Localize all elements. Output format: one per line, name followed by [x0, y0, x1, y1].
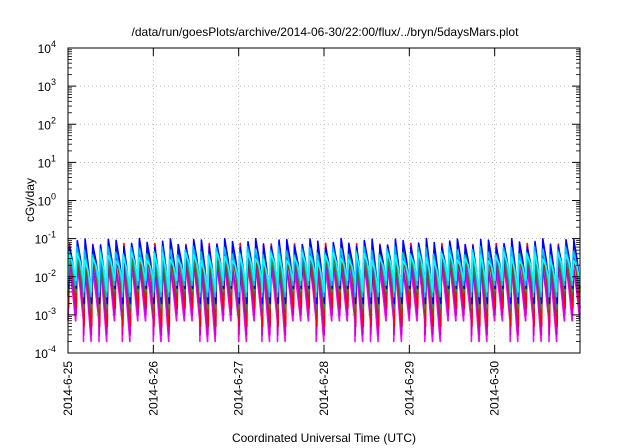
- x-axis-label: Coordinated Universal Time (UTC): [232, 431, 416, 445]
- y-tick-label: 10-2: [35, 268, 56, 285]
- series-line: [67, 251, 581, 293]
- y-tick-label: 10-3: [35, 306, 56, 323]
- x-tick-label: 2014-6-28: [317, 361, 331, 416]
- y-tick-label: 100: [38, 192, 56, 209]
- series-line: [67, 242, 581, 328]
- x-axis-ticks: 2014-6-25 2014-6-26 2014-6-27 2014-6-28 2014…: [61, 48, 502, 416]
- y-axis-label: cGy/day: [23, 178, 37, 222]
- x-tick-label: 2014-6-29: [402, 361, 416, 416]
- y-tick-label: 104: [38, 39, 56, 56]
- y-axis-ticks: 10-4 10-3 10-2 10-1 100 101 102 103 104: [35, 39, 580, 361]
- x-tick-label: 2014-6-25: [61, 361, 75, 416]
- x-tick-label: 2014-6-26: [146, 361, 160, 416]
- series-group: [67, 237, 581, 343]
- x-tick-label: 2014-6-30: [488, 361, 502, 416]
- chart-title: /data/run/goesPlots/archive/2014-06-30/2…: [132, 25, 520, 39]
- y-tick-label: 102: [38, 115, 56, 132]
- y-tick-label: 101: [38, 153, 56, 170]
- y-tick-label: 103: [38, 77, 56, 94]
- y-tick-label: 10-1: [35, 230, 56, 247]
- x-tick-label: 2014-6-27: [232, 361, 246, 416]
- y-tick-label: 10-4: [35, 344, 56, 361]
